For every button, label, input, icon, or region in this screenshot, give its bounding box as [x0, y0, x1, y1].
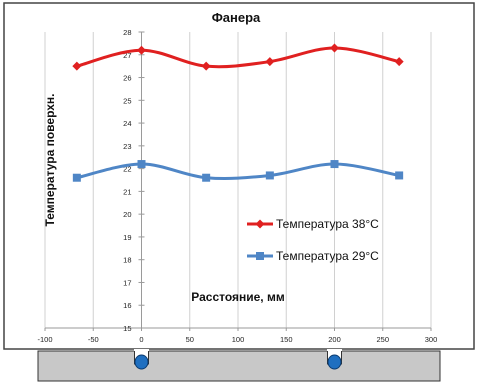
y-tick-label: 24 — [123, 119, 131, 128]
chart-title: Фанера — [212, 10, 261, 25]
x-tick-label: 0 — [139, 335, 143, 344]
legend-marker-1 — [255, 219, 265, 229]
x-tick-label: 50 — [186, 335, 194, 344]
series-2-point — [395, 171, 404, 180]
x-tick-label: 150 — [280, 335, 293, 344]
x-tick-label: -100 — [37, 335, 52, 344]
panel-body — [37, 350, 441, 382]
y-tick-label: 17 — [123, 278, 131, 287]
legend: Температура 38°С Температура 29°С — [247, 217, 379, 263]
x-tick-label: 250 — [376, 335, 389, 344]
x-tick-label: 200 — [328, 335, 341, 344]
x-tick-label: 300 — [425, 335, 438, 344]
y-tick-label: 20 — [123, 210, 131, 219]
y-tick-label: 18 — [123, 256, 131, 265]
series-line-1 — [76, 46, 400, 69]
y-tick-labels: 15 16 17 18 19 20 21 22 23 24 25 26 27 28 — [123, 28, 131, 333]
y-axis-label: Температура поверхн. — [43, 94, 57, 227]
y-tick-label: 27 — [123, 51, 131, 60]
legend-label-2: Температура 29°С — [276, 249, 379, 263]
panel-groove-gap-1 — [134, 349, 149, 351]
y-tick-label: 22 — [123, 165, 131, 174]
series-2-point — [137, 160, 146, 169]
panel-pipe-2 — [327, 354, 342, 370]
series-1-point — [330, 43, 339, 53]
y-tick-label: 26 — [123, 74, 131, 83]
series-2-point — [330, 160, 339, 169]
y-tick-label: 15 — [123, 324, 131, 333]
grid — [44, 32, 432, 328]
x-tick-labels: -100 -50 0 50 100 150 200 250 300 — [37, 335, 437, 344]
y-tick-label: 28 — [123, 28, 131, 37]
y-tick-label: 23 — [123, 142, 131, 151]
series-1-point — [394, 57, 404, 67]
series-2-point — [265, 171, 274, 180]
y-tick-label: 21 — [123, 187, 131, 196]
axes — [44, 31, 432, 331]
y-tick-label: 19 — [123, 233, 131, 242]
series-line-2 — [76, 162, 400, 180]
x-axis-label: Расстояние, мм — [191, 290, 285, 304]
panel-diagram — [37, 349, 441, 382]
series-1-point — [137, 45, 146, 55]
panel-pipe-1 — [134, 354, 149, 370]
legend-label-1: Температура 38°С — [276, 217, 379, 231]
series-group — [72, 43, 404, 182]
x-tick-label: 100 — [232, 335, 245, 344]
panel-groove-gap-2 — [327, 349, 342, 351]
y-tick-label: 25 — [123, 96, 131, 105]
series-1-point — [72, 61, 82, 71]
series-2-point — [72, 173, 81, 182]
x-tick-label: -50 — [88, 335, 99, 344]
series-1-point — [265, 57, 275, 67]
y-tick-label: 16 — [123, 301, 131, 310]
series-2-point — [202, 173, 211, 182]
legend-marker-2 — [256, 252, 264, 260]
series-1-point — [201, 61, 211, 71]
